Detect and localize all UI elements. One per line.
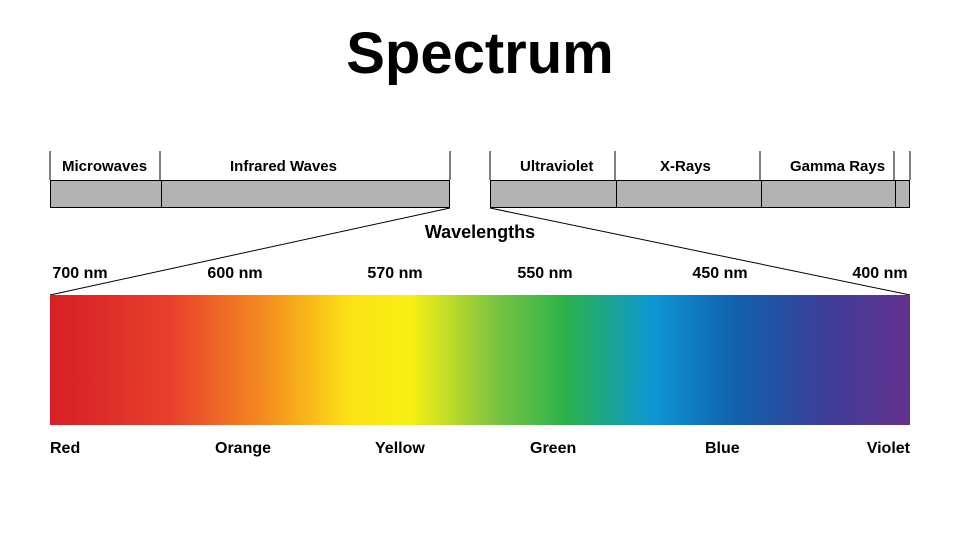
wavelength-label: 570 nm [367, 265, 422, 283]
wavelength-label: 600 nm [207, 265, 262, 283]
wavelength-label: 700 nm [52, 265, 107, 283]
color-label: Violet [867, 440, 910, 458]
visible-spectrum-bar [50, 295, 910, 425]
color-label: Green [530, 440, 576, 458]
wavelength-label: 450 nm [692, 265, 747, 283]
wavelength-label: 550 nm [517, 265, 572, 283]
color-label: Red [50, 440, 80, 458]
wavelength-label: 400 nm [852, 265, 907, 283]
color-label: Yellow [375, 440, 425, 458]
connector-lines [0, 0, 960, 540]
color-label: Blue [705, 440, 740, 458]
color-label: Orange [215, 440, 271, 458]
